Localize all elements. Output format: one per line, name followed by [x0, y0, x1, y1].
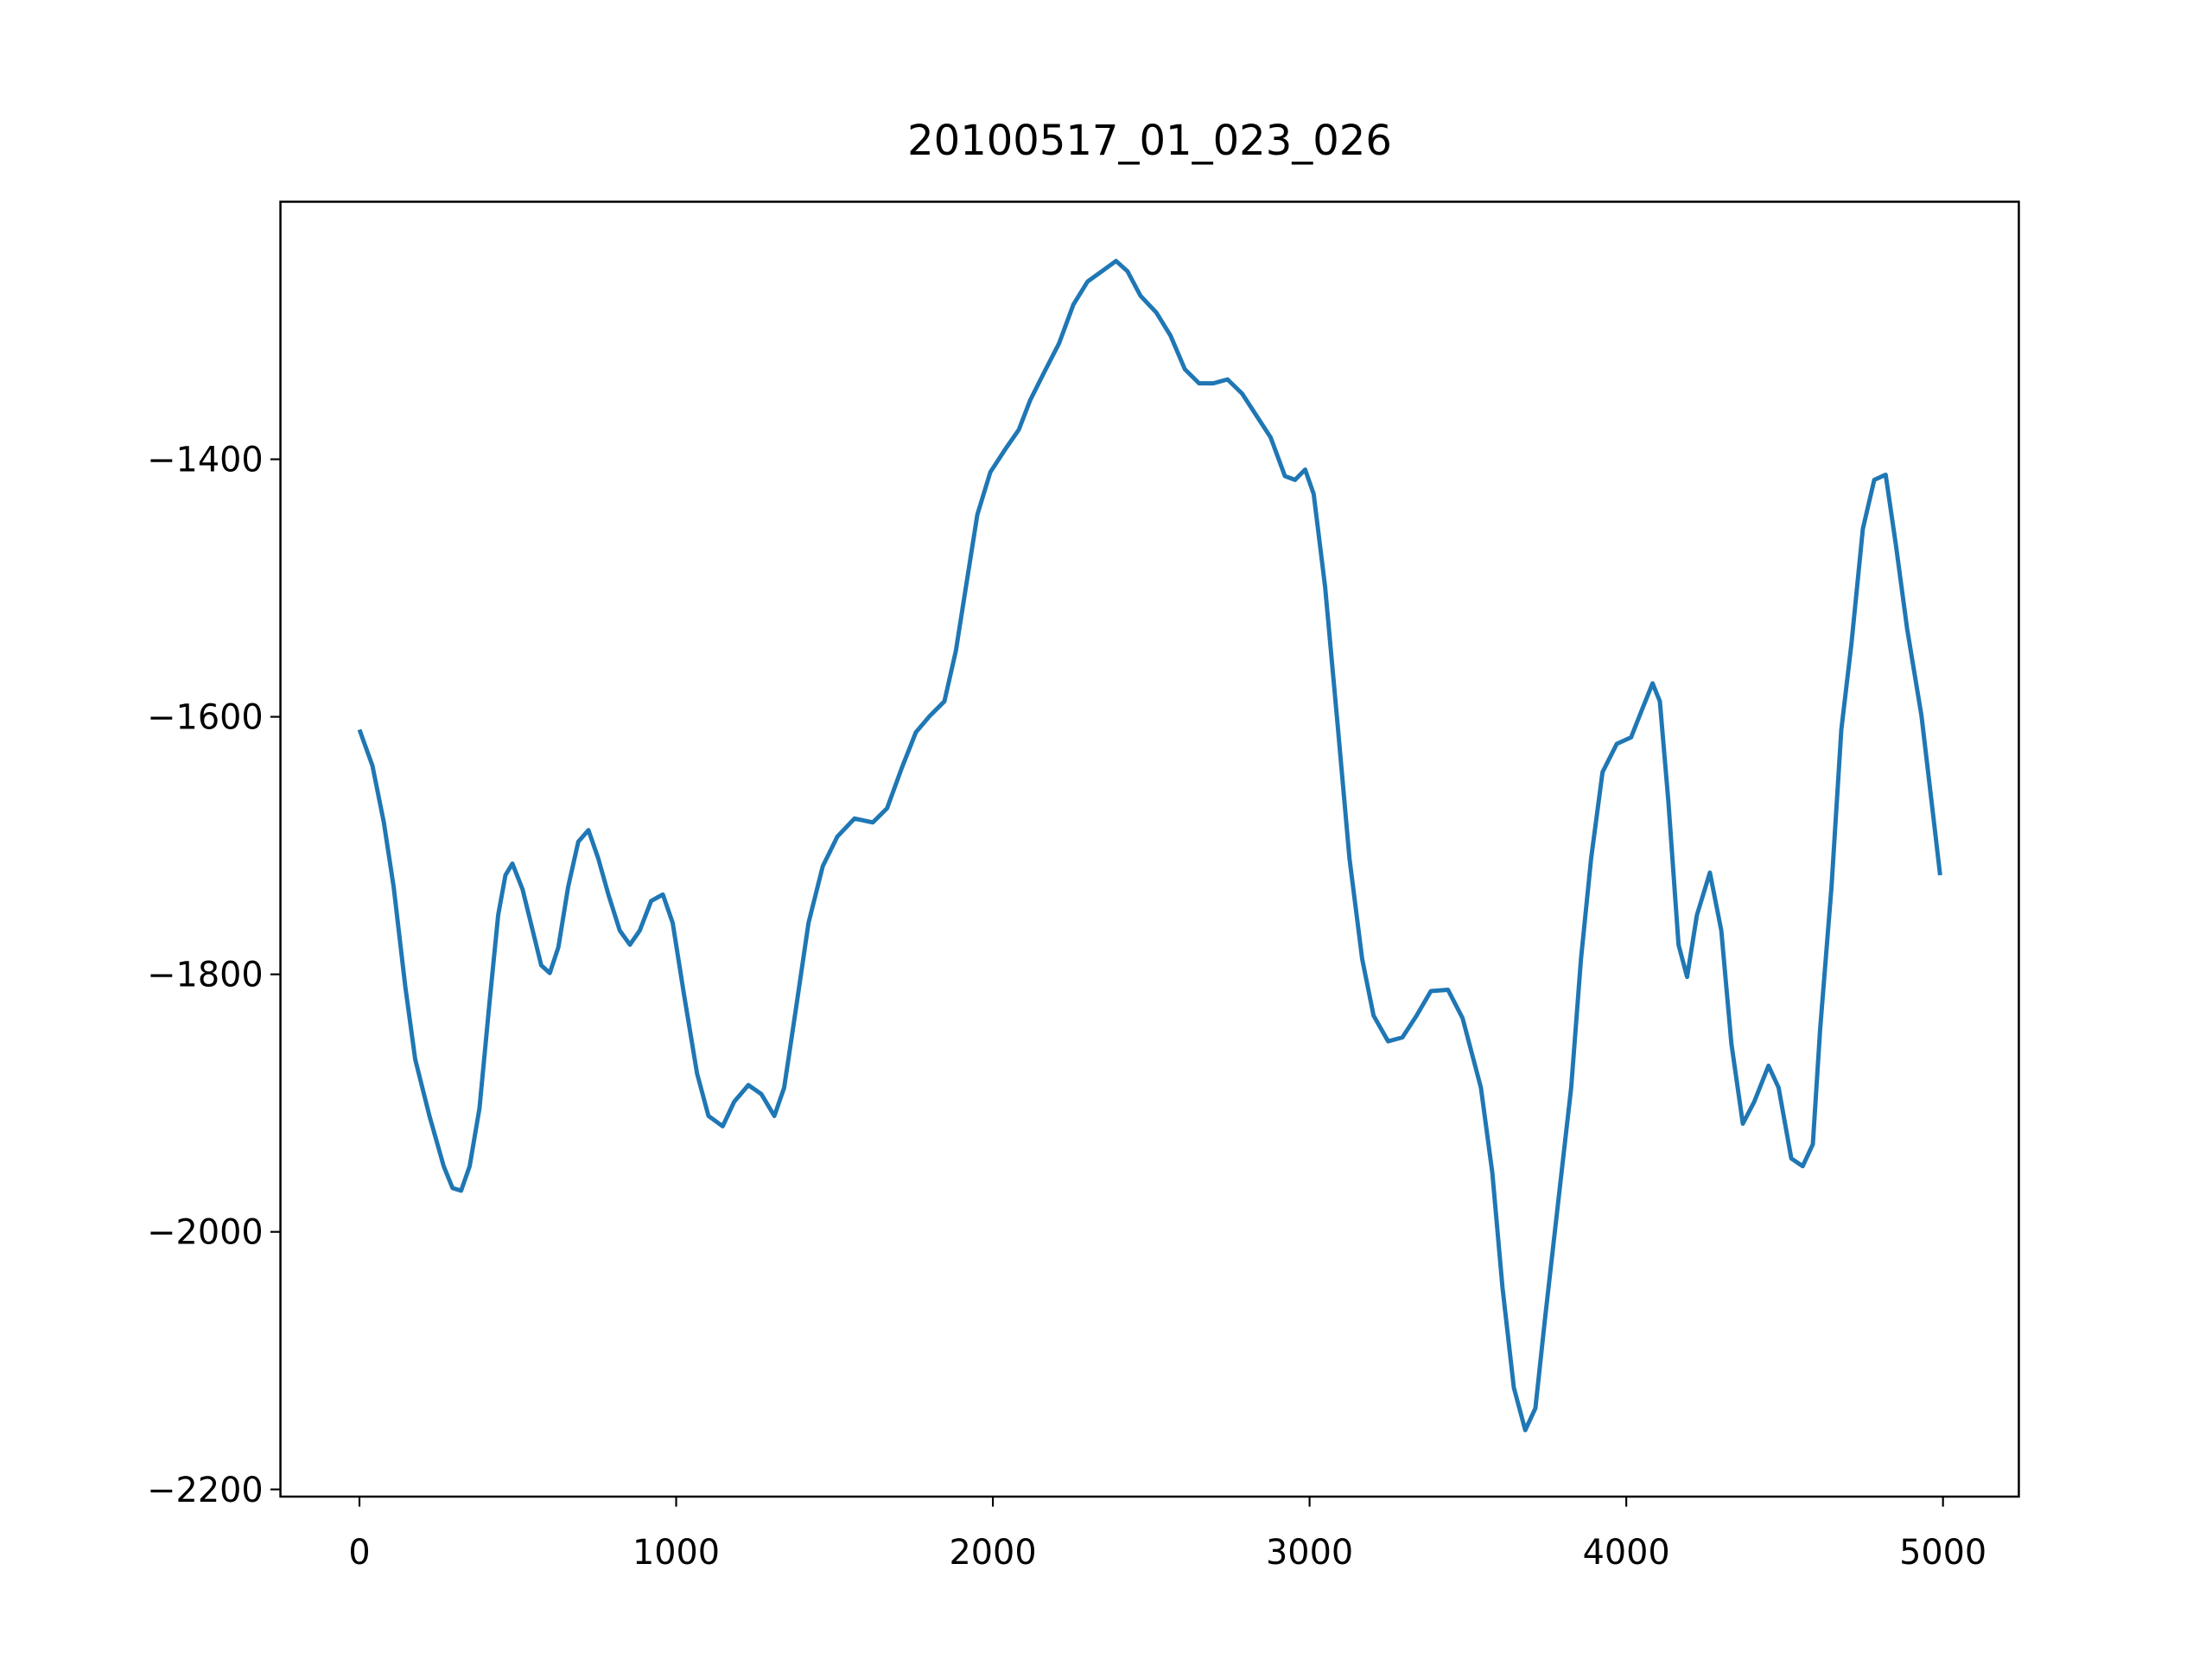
- chart-title: 20100517_01_023_026: [907, 117, 1392, 165]
- y-tick-label: −2000: [147, 1213, 263, 1253]
- y-tick-label: −2200: [147, 1471, 263, 1510]
- x-tick-label: 1000: [632, 1533, 720, 1573]
- x-tick-label: 4000: [1583, 1533, 1670, 1573]
- x-tick-label: 0: [348, 1533, 370, 1573]
- data-line: [357, 258, 1942, 1433]
- y-tick-label: −1400: [147, 441, 263, 480]
- x-tick-label: 3000: [1266, 1533, 1353, 1573]
- x-tick-label: 2000: [950, 1533, 1037, 1573]
- x-tick-label: 5000: [1899, 1533, 1986, 1573]
- plot-frame: [279, 200, 2020, 1498]
- y-tick-label: −1600: [147, 698, 263, 738]
- y-tick-label: −1800: [147, 956, 263, 995]
